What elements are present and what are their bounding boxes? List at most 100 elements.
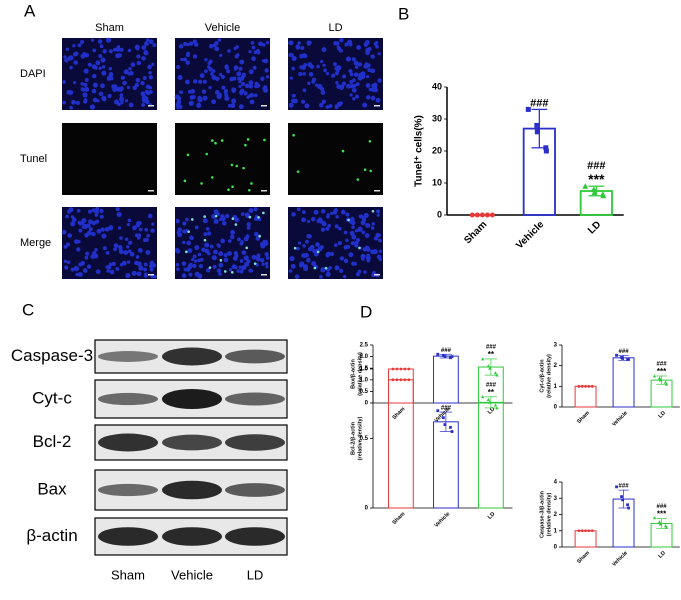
x-tick-label: Sham: [392, 406, 407, 421]
blot-label: Cyt-c: [32, 388, 72, 407]
nucleus: [316, 64, 320, 69]
scale-bar: [261, 274, 267, 276]
data-point: [399, 367, 403, 371]
nucleus: [363, 42, 369, 47]
significance-label: ***: [657, 510, 667, 519]
tunel-spot: [203, 238, 207, 242]
y-tick-label: 3: [554, 343, 558, 349]
nucleus: [116, 45, 121, 49]
tunel-spot: [214, 141, 217, 145]
nucleus: [236, 269, 240, 273]
nucleus: [95, 269, 101, 275]
tunel-spot: [358, 246, 361, 250]
nucleus: [80, 87, 85, 92]
nucleus: [187, 248, 193, 254]
nucleus: [137, 233, 142, 237]
nucleus: [378, 249, 383, 253]
nucleus: [253, 231, 259, 237]
nucleus: [134, 233, 139, 238]
nucleus: [145, 90, 151, 96]
x-tick-label: Sham: [462, 219, 489, 246]
nucleus: [366, 247, 371, 252]
significance-label: ###: [486, 344, 497, 350]
nucleus: [186, 42, 190, 47]
data-point: [443, 423, 447, 426]
nucleus: [319, 274, 323, 279]
row-label: Tunel: [20, 153, 47, 165]
nucleus: [185, 53, 190, 58]
tunel-spot: [292, 133, 295, 137]
panel-label: B: [398, 4, 409, 23]
data-point: [577, 529, 581, 533]
tunel-spot: [220, 139, 224, 142]
nucleus: [72, 52, 78, 57]
significance-label: ###: [441, 406, 452, 412]
nucleus: [144, 227, 149, 232]
nucleus: [265, 40, 270, 45]
nucleus: [313, 251, 319, 257]
nucleus: [191, 257, 195, 262]
nucleus: [352, 97, 356, 101]
nucleus: [375, 97, 381, 103]
nucleus: [69, 105, 73, 110]
nucleus: [239, 269, 244, 274]
nucleus: [73, 266, 80, 272]
tunel-spot: [371, 209, 375, 213]
nucleus: [248, 80, 254, 86]
nucleus: [192, 79, 198, 84]
nucleus: [339, 38, 344, 43]
tunel-spot: [258, 234, 261, 238]
nucleus: [351, 225, 355, 230]
nucleus: [127, 240, 133, 245]
nucleus: [123, 69, 129, 75]
nucleus: [138, 227, 143, 232]
data-point: [652, 516, 657, 520]
tunel-spot: [210, 176, 214, 179]
nucleus: [295, 44, 300, 49]
nucleus: [218, 262, 224, 268]
significance-label: ###: [619, 484, 630, 490]
nucleus: [214, 90, 220, 95]
tunel-spot: [242, 166, 245, 170]
nucleus: [217, 38, 222, 42]
y-axis-label: (relative density): [357, 352, 363, 396]
nucleus: [218, 272, 222, 276]
nucleus: [85, 251, 90, 256]
tunel-spot: [316, 250, 320, 254]
nucleus: [204, 69, 208, 74]
nucleus: [354, 65, 359, 70]
nucleus: [199, 257, 204, 262]
blot-band: [162, 434, 222, 451]
nucleus: [115, 267, 120, 271]
scale-bar: [374, 105, 380, 107]
micrograph: [62, 37, 157, 110]
x-tick-label: Sham: [392, 511, 407, 526]
tunel-spot: [257, 216, 260, 219]
y-axis-label: (relative density): [357, 416, 363, 460]
nucleus: [77, 272, 83, 277]
data-point: [495, 406, 499, 410]
nucleus: [370, 68, 376, 74]
nucleus: [290, 263, 296, 269]
nucleus: [348, 252, 354, 258]
nucleus: [123, 250, 129, 255]
nucleus: [117, 102, 121, 107]
nucleus: [213, 249, 218, 255]
nucleus: [291, 212, 296, 217]
nucleus: [339, 256, 345, 261]
nucleus: [360, 253, 366, 259]
nucleus: [365, 223, 371, 228]
nucleus: [176, 267, 180, 271]
nucleus: [230, 103, 236, 109]
significance-label: ###: [657, 362, 668, 368]
nucleus: [306, 41, 311, 46]
nucleus: [296, 207, 301, 212]
nucleus: [264, 251, 269, 257]
nucleus: [246, 225, 251, 230]
significance-label: ###: [530, 97, 548, 109]
nucleus: [212, 264, 217, 269]
nucleus: [321, 99, 327, 104]
nucleus: [288, 269, 293, 273]
data-point: [584, 529, 587, 533]
tunel-spot: [313, 266, 317, 270]
